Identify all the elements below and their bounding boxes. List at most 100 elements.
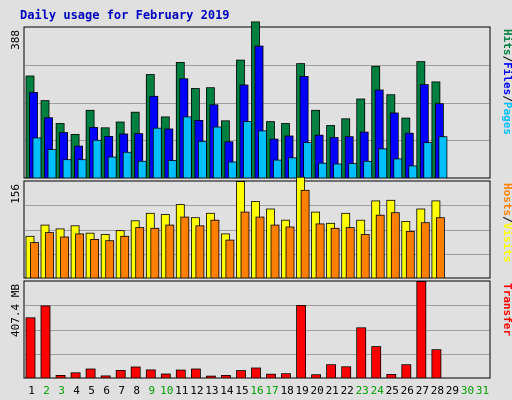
bar-pages xyxy=(438,136,448,179)
bar-hosts xyxy=(405,230,415,279)
x-tick-label: 30 xyxy=(461,384,474,397)
x-tick-label: 4 xyxy=(73,384,80,397)
bar-pages xyxy=(288,157,297,179)
x-tick-label: 27 xyxy=(416,384,429,397)
bar-pages xyxy=(122,151,132,179)
bar-transfer xyxy=(341,366,352,379)
x-tick-label: 1 xyxy=(28,384,35,397)
bar-pages xyxy=(227,161,237,179)
hits-series-pages xyxy=(32,116,448,179)
bar-hosts xyxy=(300,189,310,279)
series-label-part: / xyxy=(501,216,512,223)
x-tick-label: 23 xyxy=(356,384,369,397)
series-label-part: Hits xyxy=(501,29,512,56)
x-tick-label: 5 xyxy=(88,384,95,397)
bar-transfer xyxy=(160,373,171,379)
bar-transfer xyxy=(266,373,276,379)
bar-transfer xyxy=(40,305,51,379)
bar-hosts xyxy=(195,225,205,279)
bar-pages xyxy=(182,116,192,179)
transfer-panel: 407.4 MB Transfer xyxy=(9,280,512,379)
bar-pages xyxy=(107,156,117,179)
bar-pages xyxy=(408,165,418,179)
bar-hosts xyxy=(435,217,445,279)
x-tick-label: 20 xyxy=(310,384,323,397)
bar-transfer xyxy=(236,370,246,379)
bar-hosts xyxy=(225,239,235,279)
bar-pages xyxy=(137,160,147,179)
bar-hosts xyxy=(315,223,325,279)
series-label-part: / xyxy=(501,95,512,102)
bar-pages xyxy=(92,139,102,179)
bar-hosts xyxy=(330,227,340,279)
bar-transfer xyxy=(281,373,291,379)
bar-transfer xyxy=(296,304,307,379)
x-tick-label: 26 xyxy=(401,384,414,397)
x-tick-label: 21 xyxy=(326,384,339,397)
bar-transfer xyxy=(326,364,337,379)
visits-max-label: 156 xyxy=(9,184,22,204)
bar-hosts xyxy=(150,227,160,279)
visits-series-hosts xyxy=(30,189,445,279)
x-axis-labels: 1 2 3 4 5 6 7 8 9 10 11 12 13 14 15 16 17 18 19 20 21 22 23 24 2… xyxy=(28,384,489,397)
bar-transfer xyxy=(251,367,261,379)
series-label-part: Hosts xyxy=(501,183,512,216)
x-tick-label: 9 xyxy=(148,384,155,397)
bar-transfer xyxy=(205,375,216,379)
bar-hosts xyxy=(90,238,99,279)
series-label-part: Visits xyxy=(501,223,512,263)
bar-hosts xyxy=(345,227,355,279)
bar-hosts xyxy=(255,216,265,279)
bar-transfer xyxy=(431,349,442,379)
bar-pages xyxy=(62,159,72,179)
bar-pages xyxy=(243,121,252,179)
x-tick-label: 31 xyxy=(476,384,489,397)
bar-transfer xyxy=(401,364,412,379)
bar-hosts xyxy=(105,240,115,279)
visits-series-visits xyxy=(25,176,441,279)
x-tick-label: 22 xyxy=(341,384,354,397)
x-tick-label: 29 xyxy=(446,384,459,397)
bar-pages xyxy=(393,158,403,179)
x-tick-label: 11 xyxy=(175,384,188,397)
series-label-part: Files xyxy=(501,62,512,95)
bar-pages xyxy=(273,159,282,179)
x-tick-label: 17 xyxy=(265,384,278,397)
bar-transfer xyxy=(175,369,186,379)
bar-transfer xyxy=(190,368,201,379)
chart-title: Daily usage for February 2019 xyxy=(20,8,230,22)
bar-pages xyxy=(167,160,177,179)
bar-pages xyxy=(348,163,358,179)
bar-transfer xyxy=(130,366,141,379)
bar-hosts xyxy=(375,214,385,279)
bar-hosts xyxy=(180,216,190,279)
bar-transfer xyxy=(311,374,322,379)
x-tick-label: 3 xyxy=(58,384,65,397)
series-label-part: Pages xyxy=(501,102,512,135)
x-tick-label: 10 xyxy=(160,384,173,397)
bar-transfer xyxy=(55,374,66,379)
bar-transfer xyxy=(386,373,397,379)
bar-pages xyxy=(423,142,433,179)
bar-pages xyxy=(303,142,313,179)
visits-panel: 156 Hosts/Visits xyxy=(9,176,512,279)
bar-pages xyxy=(77,159,87,179)
bar-pages xyxy=(32,137,42,179)
bar-hosts xyxy=(285,226,295,279)
x-tick-label: 15 xyxy=(235,384,248,397)
bar-hosts xyxy=(165,224,175,279)
bar-hosts xyxy=(120,235,130,279)
chart-panels: 388Hits/Files/Pages156Hosts/Visits407.4 … xyxy=(9,21,512,379)
hits-series-label: Hits/Files/Pages xyxy=(501,29,512,135)
transfer-series-label: Transfer xyxy=(501,283,512,336)
bar-hosts xyxy=(45,232,54,279)
bar-transfer xyxy=(100,375,111,379)
hits-max-label: 388 xyxy=(9,30,22,50)
bar-transfer xyxy=(145,369,156,379)
bar-hosts xyxy=(270,224,280,279)
transfer-series-transfer xyxy=(25,281,442,379)
x-tick-label: 13 xyxy=(205,384,218,397)
bar-hosts xyxy=(420,222,430,279)
x-tick-label: 8 xyxy=(133,384,140,397)
